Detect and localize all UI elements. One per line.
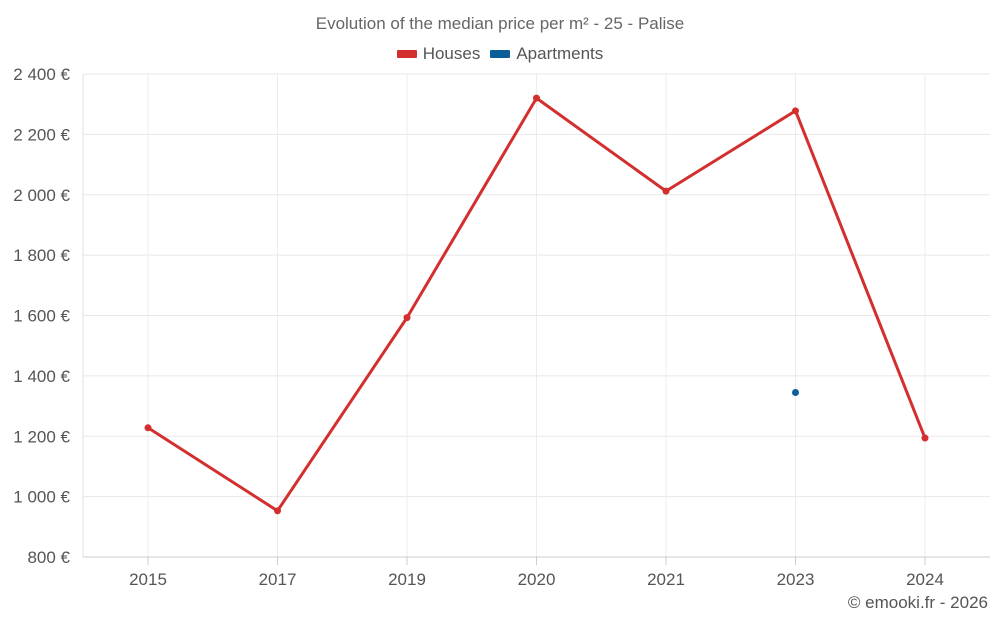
legend-label-houses: Houses (422, 44, 481, 63)
y-tick-label: 1 000 € (13, 488, 70, 507)
data-point-houses (274, 507, 281, 515)
data-point-apartments (792, 388, 799, 396)
legend-label-apartments: Apartments (516, 44, 604, 63)
x-tick-label: 2017 (259, 570, 297, 589)
y-tick-label: 2 200 € (13, 125, 70, 144)
x-tick-label: 2024 (906, 570, 944, 589)
chart-title: Evolution of the median price per m² - 2… (315, 14, 685, 33)
y-tick-label: 1 600 € (13, 307, 70, 326)
data-point-houses (144, 424, 152, 432)
y-tick-label: 1 200 € (13, 427, 70, 446)
x-tick-label: 2020 (518, 570, 556, 589)
data-point-houses (533, 94, 540, 102)
data-point-houses (921, 434, 929, 442)
x-tick-label: 2019 (388, 570, 426, 589)
y-tick-label: 2 000 € (13, 186, 70, 205)
data-point-houses (403, 314, 411, 322)
legend: Houses Apartments (0, 44, 1000, 64)
legend-swatch-apartments (490, 50, 511, 58)
credit-text: © emooki.fr - 2026 (847, 593, 988, 612)
x-tick-label: 2015 (129, 570, 167, 589)
x-tick-label: 2021 (647, 570, 685, 589)
y-tick-label: 2 400 € (13, 65, 70, 84)
legend-swatch-houses (396, 50, 417, 58)
data-point-houses (662, 187, 670, 195)
y-tick-label: 1 400 € (13, 367, 70, 386)
legend-item-houses[interactable]: Houses (396, 44, 481, 64)
legend-item-apartments[interactable]: Apartments (490, 44, 603, 64)
x-tick-label: 2023 (777, 570, 815, 589)
data-point-houses (792, 107, 799, 115)
y-tick-label: 1 800 € (13, 246, 70, 265)
y-tick-label: 800 € (27, 548, 70, 567)
